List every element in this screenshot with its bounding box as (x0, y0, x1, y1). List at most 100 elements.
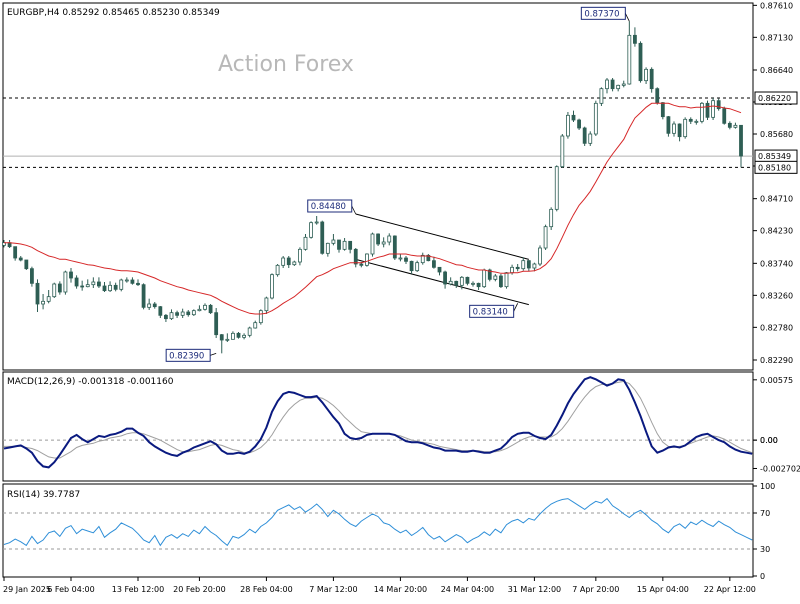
annotation-label: 0.82390 (169, 351, 204, 361)
time-tick-label: 31 Mar 12:00 (508, 585, 561, 594)
candle (136, 279, 140, 286)
candle (727, 121, 732, 130)
candle (85, 279, 90, 288)
price-annotation: 0.84480 (307, 199, 357, 215)
candle (242, 333, 246, 340)
candle (41, 294, 45, 310)
price-annotations: 0.82390 0.84480 0.83140 0.87370 (165, 6, 630, 362)
price-panel: EURGBP,H4 0.85292 0.85465 0.85230 0.8534… (2, 1, 798, 371)
candle (74, 275, 79, 289)
candle (57, 281, 62, 295)
candle (459, 276, 464, 290)
price-levels: 0.86220 0.85349 0.85180 (3, 91, 798, 174)
candle (24, 259, 29, 270)
price-tick-label: 0.85680 (760, 130, 793, 139)
support-price-label: 0.85180 (758, 163, 791, 172)
candle (616, 84, 621, 92)
candle (130, 277, 135, 285)
candle (164, 314, 168, 322)
macd-panel: MACD(12,26,9) -0.001318 -0.001160 0.0057… (2, 371, 800, 482)
macd-tick-label: 0.00 (760, 436, 778, 445)
time-tick-label: 22 Apr 12:00 (704, 585, 756, 594)
candle (214, 308, 219, 338)
candle (46, 290, 51, 304)
candle (180, 308, 185, 318)
candle (353, 248, 358, 268)
candles (2, 21, 743, 354)
rsi-header: RSI(14) 39.7787 (7, 490, 80, 500)
candle (420, 252, 425, 265)
macd-header: MACD(12,26,9) -0.001318 -0.001160 (7, 377, 174, 387)
time-tick-label: 7 Apr 20:00 (572, 585, 619, 594)
candle (108, 281, 112, 292)
price-tick-label: 0.82290 (760, 356, 793, 365)
candle (392, 235, 397, 260)
candle (543, 224, 548, 250)
candle (292, 260, 297, 266)
candle (599, 87, 604, 106)
candle (208, 304, 213, 314)
candle (342, 238, 347, 251)
candle (80, 280, 85, 291)
candle (577, 118, 581, 130)
candle (465, 276, 470, 286)
candle (739, 124, 743, 168)
time-tick-label: 6 Feb 04:00 (47, 585, 94, 594)
time-tick-label: 20 Feb 20:00 (173, 585, 225, 594)
macd-tick-label: 0.00 (760, 436, 778, 445)
rsi-axis: 100 70 30 0 (3, 482, 775, 581)
candle (694, 119, 699, 125)
price-tick-label: 0.83260 (760, 291, 793, 300)
candle (275, 264, 280, 277)
candle (270, 273, 274, 300)
candle (247, 326, 252, 338)
candle (158, 306, 163, 318)
candle (705, 100, 710, 120)
candle (253, 320, 258, 329)
rsi-lines (3, 497, 753, 547)
candle (69, 268, 73, 283)
annotation-label: 0.84480 (311, 202, 346, 212)
candle (409, 260, 414, 274)
price-axis: 0.876100.871300.866400.861600.856800.852… (753, 1, 793, 365)
candle (314, 216, 319, 225)
candle (515, 264, 520, 272)
symbol-header: EURGBP,H4 0.85292 0.85465 0.85230 0.8534… (7, 8, 220, 18)
rsi-tick-label: 70 (760, 509, 770, 518)
candle (102, 282, 107, 292)
macd-line (3, 376, 753, 469)
time-tick-label: 24 Mar 04:00 (441, 585, 494, 594)
annotation-label: 0.83140 (473, 307, 508, 317)
candle (582, 126, 587, 146)
candle (476, 282, 481, 290)
candle (688, 117, 693, 124)
candle (588, 131, 593, 146)
candle (493, 274, 498, 282)
macd-tick-label: -0.002702 (760, 464, 800, 473)
candle (30, 266, 34, 287)
candle (225, 333, 230, 342)
candle (532, 262, 537, 272)
resistance-price-label: 0.86220 (758, 94, 791, 103)
time-tick-label: 29 Jan 2025 (3, 585, 51, 594)
price-annotation: 0.87370 (580, 6, 630, 22)
candle (554, 165, 559, 212)
annotation-label: 0.87370 (584, 9, 619, 19)
candle (593, 100, 598, 136)
candle (560, 134, 565, 168)
rsi-tick-label: 100 (760, 482, 775, 491)
candle (13, 246, 18, 261)
candle (426, 254, 431, 262)
candle (660, 102, 665, 120)
current-price-label: 0.85349 (758, 152, 791, 161)
candle (152, 302, 157, 309)
moving-average (4, 102, 742, 315)
candle (655, 87, 660, 105)
candle (147, 298, 152, 310)
price-tick-label: 0.84230 (760, 227, 793, 236)
candle (35, 279, 40, 312)
macd-lines (3, 376, 753, 469)
